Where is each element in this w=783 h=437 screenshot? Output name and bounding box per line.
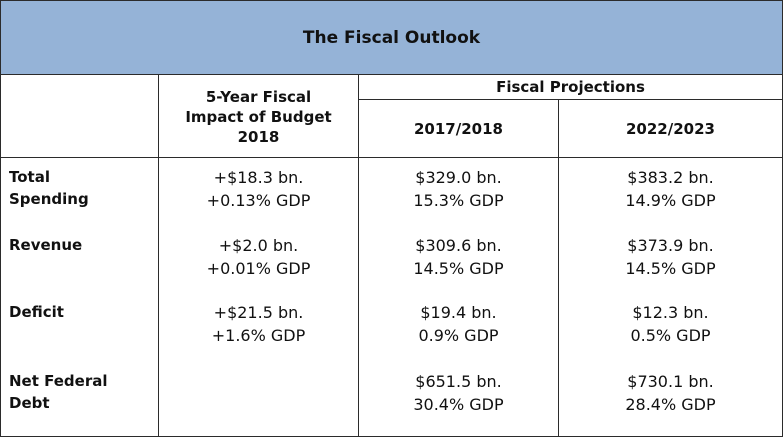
body-divider-left [158,158,159,436]
header-divider-left [158,75,159,158]
row-label-line-1: Deficit [9,303,64,321]
header-year-2017-label: 2017/2018 [414,119,503,138]
cell-gdp: 0.9% GDP [418,326,499,345]
row-label-total-spending: Total Spending [9,166,89,210]
header-projections: Fiscal Projections [359,75,782,99]
cell-deficit-2022: $12.3 bn. 0.5% GDP [559,301,782,347]
row-label-deficit: Deficit [9,301,64,323]
body-divider-years [558,158,559,436]
header-year-2022-label: 2022/2023 [626,119,715,138]
header-impact: 5-Year Fiscal Impact of Budget 2018 [159,77,358,157]
row-label-revenue: Revenue [9,234,82,256]
header-year-2022: 2022/2023 [559,100,782,157]
cell-gdp: 14.9% GDP [625,191,716,210]
cell-gdp: 30.4% GDP [413,395,504,414]
cell-value: $12.3 bn. [632,303,709,322]
cell-total-spending-impact: +$18.3 bn. +0.13% GDP [159,166,358,212]
cell-value: +$18.3 bn. [213,168,304,187]
cell-deficit-impact: +$21.5 bn. +1.6% GDP [159,301,358,347]
projections-underline [358,99,782,100]
body-divider-mid [358,158,359,436]
header-year-2017: 2017/2018 [359,100,558,157]
header-impact-line-3: 2018 [237,128,280,146]
header-impact-line-2: Impact of Budget [185,108,332,126]
cell-revenue-2017: $309.6 bn. 14.5% GDP [359,234,558,280]
row-label-line-1: Total [9,168,50,186]
row-label-line-2: Debt [9,394,50,412]
cell-gdp: 15.3% GDP [413,191,504,210]
cell-revenue-impact: +$2.0 bn. +0.01% GDP [159,234,358,280]
header-projections-label: Fiscal Projections [496,78,645,96]
cell-total-spending-2022: $383.2 bn. 14.9% GDP [559,166,782,212]
cell-value: $329.0 bn. [415,168,502,187]
header-impact-line-1: 5-Year Fiscal [205,88,312,106]
header-divider-mid [358,75,359,158]
row-label-line-2: Spending [9,190,89,208]
cell-revenue-2022: $373.9 bn. 14.5% GDP [559,234,782,280]
cell-value: $373.9 bn. [627,236,714,255]
cell-gdp: +0.01% GDP [206,259,311,278]
row-label-line-1: Net Federal [9,372,108,390]
cell-value: $383.2 bn. [627,168,714,187]
cell-gdp: +1.6% GDP [211,326,306,345]
cell-value: $730.1 bn. [627,372,714,391]
row-label-net-federal-debt: Net Federal Debt [9,370,108,414]
cell-value: $309.6 bn. [415,236,502,255]
cell-value: $19.4 bn. [420,303,497,322]
cell-total-spending-2017: $329.0 bn. 15.3% GDP [359,166,558,212]
cell-gdp: 28.4% GDP [625,395,716,414]
cell-net-debt-2017: $651.5 bn. 30.4% GDP [359,370,558,416]
cell-gdp: 0.5% GDP [630,326,711,345]
cell-gdp: +0.13% GDP [206,191,311,210]
cell-gdp: 14.5% GDP [625,259,716,278]
table-title: The Fiscal Outlook [1,1,782,75]
cell-value: $651.5 bn. [415,372,502,391]
header-divider-years [558,100,559,158]
cell-gdp: 14.5% GDP [413,259,504,278]
cell-net-debt-2022: $730.1 bn. 28.4% GDP [559,370,782,416]
cell-value: +$21.5 bn. [213,303,304,322]
row-label-line-1: Revenue [9,236,83,254]
header-bottom-line [1,157,782,158]
cell-value: +$2.0 bn. [218,236,299,255]
cell-deficit-2017: $19.4 bn. 0.9% GDP [359,301,558,347]
